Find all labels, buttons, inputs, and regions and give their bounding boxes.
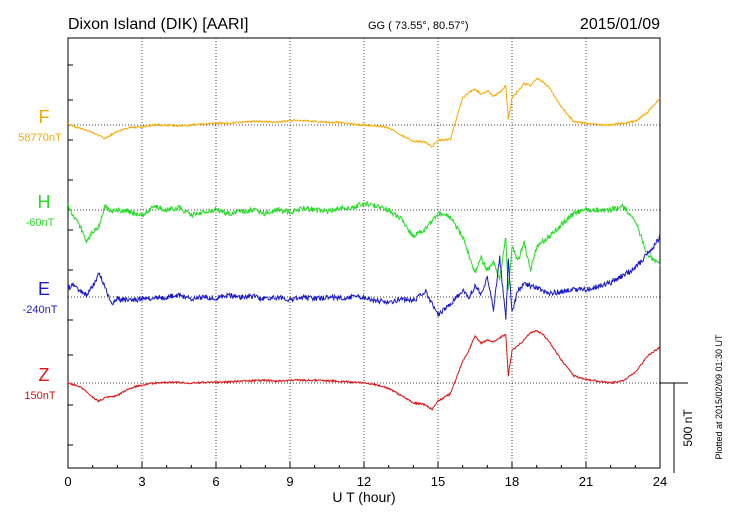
series-name-h: H	[38, 192, 51, 212]
baseline-label-z: 150nT	[24, 390, 55, 402]
x-tick-label-3: 3	[138, 474, 145, 489]
x-axis-label: U T (hour)	[332, 489, 395, 505]
series-name-z: Z	[39, 365, 50, 385]
plot-frame	[67, 37, 661, 469]
series-line-f	[67, 77, 661, 148]
plotted-at-note: Plotted at 2015/02/09 01:30 UT	[714, 334, 724, 460]
x-tick-label-24: 24	[653, 474, 667, 489]
series-line-h	[67, 200, 661, 290]
coordinates-label: GG ( 73.55°, 80.57°)	[368, 20, 469, 32]
scale-bar: 500 nT	[660, 382, 695, 473]
grid-lines	[68, 38, 660, 468]
scale-bar-label: 500 nT	[681, 409, 695, 447]
x-tick-label-9: 9	[286, 474, 293, 489]
x-tick-label-0: 0	[64, 474, 71, 489]
date-label: 2015/01/09	[580, 16, 660, 33]
series-name-f: F	[39, 107, 50, 127]
baseline-label-e: -240nT	[23, 304, 58, 316]
series-line-z	[67, 329, 661, 411]
x-tick-label-18: 18	[505, 474, 519, 489]
x-tick-label-12: 12	[357, 474, 371, 489]
x-axis-ticks: 0 3 6 9 12 15 18 21 24	[64, 64, 667, 489]
x-tick-label-21: 21	[579, 474, 593, 489]
baseline-label-h: -60nT	[26, 217, 55, 229]
series-name-e: E	[38, 279, 50, 299]
series-line-e	[67, 234, 661, 320]
station-title: Dixon Island (DIK) [AARI]	[68, 16, 249, 33]
baseline-label-f: 58770nT	[18, 132, 62, 144]
series-labels: F 58770nT H -60nT E -240nT Z 150nT	[18, 107, 62, 402]
x-tick-label-15: 15	[431, 474, 445, 489]
x-tick-label-6: 6	[212, 474, 219, 489]
series-layer	[67, 77, 661, 411]
